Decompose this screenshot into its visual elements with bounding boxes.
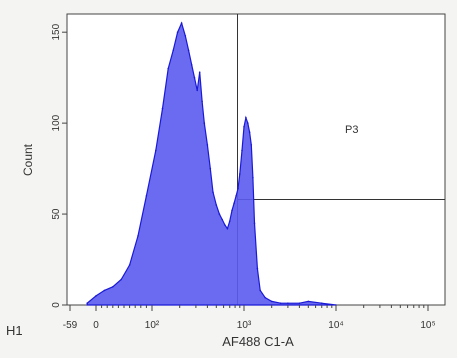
histogram-point	[196, 89, 198, 92]
histogram-point	[218, 213, 221, 215]
histogram-area	[86, 21, 337, 306]
x-tick-label: 10²	[145, 320, 160, 331]
histogram-point	[298, 302, 301, 305]
histogram-point	[212, 191, 214, 193]
histogram-point	[253, 222, 256, 224]
histogram-point	[237, 187, 239, 190]
histogram-point	[252, 176, 254, 179]
histogram-point	[112, 286, 114, 288]
x-tick-label: 0	[93, 320, 99, 331]
histogram-label: H1	[6, 323, 23, 338]
x-tick-label: 10⁵	[420, 320, 435, 331]
x-tick-label: 10³	[237, 320, 252, 331]
histogram-point	[209, 167, 212, 170]
y-tick-label: 150	[51, 23, 62, 40]
histogram-point	[103, 289, 106, 292]
histogram-point	[228, 220, 231, 223]
histogram-point	[86, 302, 88, 305]
histogram-point	[279, 302, 282, 305]
histogram-point	[256, 267, 259, 270]
histogram-point	[248, 131, 251, 133]
x-tick-label: -59	[63, 320, 78, 331]
histogram-point	[206, 144, 209, 146]
histogram-point	[95, 295, 97, 297]
histogram-point	[259, 289, 262, 292]
histogram-point	[201, 100, 203, 103]
histogram-point	[250, 144, 253, 146]
histogram-point	[243, 126, 245, 128]
y-axis-label: Count	[21, 143, 35, 176]
histogram-point	[128, 264, 131, 266]
histogram-point	[120, 278, 122, 281]
x-tick-label: 10⁴	[328, 320, 343, 331]
histogram-point	[231, 209, 233, 212]
gate-label-p3: P3	[345, 124, 358, 136]
histogram-point	[137, 235, 139, 237]
histogram-point	[224, 224, 226, 226]
histogram-point	[320, 302, 323, 305]
histogram-point	[180, 22, 183, 24]
histogram-point	[221, 218, 223, 221]
histogram-point	[235, 195, 237, 197]
histogram-point	[155, 149, 157, 152]
histogram-point	[307, 300, 310, 303]
histogram-point	[184, 35, 187, 37]
histogram-point	[176, 31, 179, 33]
y-tick-label: 100	[51, 114, 62, 131]
histogram-point	[193, 76, 196, 79]
histogram-point	[198, 71, 201, 73]
histogram-point	[172, 49, 174, 52]
x-axis-label: AF488 C1-A	[222, 334, 294, 349]
y-tick-label: 50	[51, 208, 62, 220]
histogram-point	[264, 296, 267, 299]
histogram-point	[247, 122, 249, 124]
histogram-point	[239, 173, 241, 175]
histogram-point	[245, 116, 247, 119]
histogram-point	[233, 202, 235, 204]
histogram-point	[145, 195, 148, 197]
histogram-point	[241, 149, 243, 152]
histogram-point	[215, 204, 218, 206]
histogram-point	[203, 122, 206, 124]
histogram-point	[187, 49, 190, 52]
histogram-point	[287, 302, 289, 305]
histogram-point	[190, 64, 193, 66]
y-tick-label: 0	[51, 302, 62, 308]
histogram-point	[167, 67, 169, 70]
histogram-point	[161, 107, 164, 110]
histogram-point	[270, 300, 273, 303]
histogram-point	[226, 227, 229, 230]
